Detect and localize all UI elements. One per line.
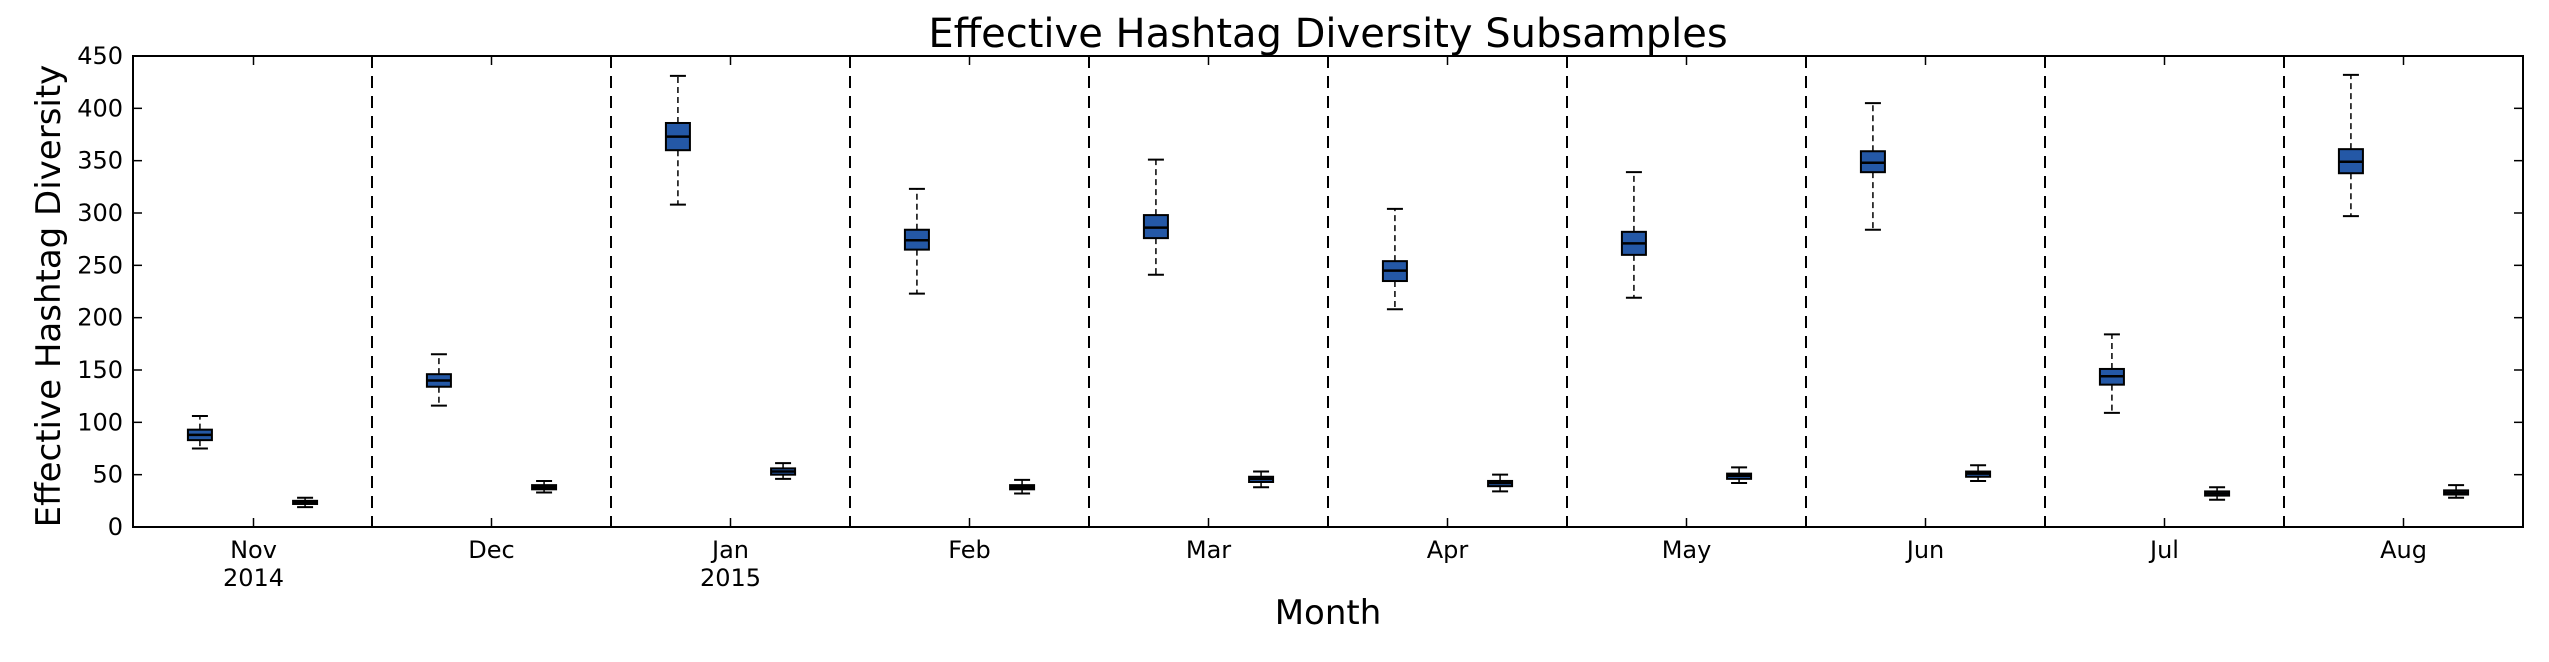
x-tick-label: Dec — [468, 536, 514, 564]
x-axis-label: Month — [1275, 593, 1382, 633]
x-tick-label: Jan — [710, 536, 749, 564]
y-tick-label: 0 — [108, 513, 123, 541]
y-tick-label: 250 — [77, 251, 123, 279]
x-tick-label: Mar — [1186, 536, 1231, 564]
x-tick-label: May — [1662, 536, 1712, 564]
x-tick-label: Nov — [230, 536, 277, 564]
x-tick-label: Feb — [948, 536, 991, 564]
y-tick-label: 400 — [77, 94, 123, 122]
y-tick-label: 350 — [77, 147, 123, 175]
y-tick-label: 200 — [77, 304, 123, 332]
y-tick-label: 50 — [92, 461, 123, 489]
x-tick-label: Aug — [2380, 536, 2427, 564]
chart-title: Effective Hashtag Diversity Subsamples — [928, 11, 1727, 57]
y-tick-label: 150 — [77, 356, 123, 384]
x-tick-label: Apr — [1427, 536, 1469, 564]
x-tick-label: Jun — [1905, 536, 1945, 564]
x-tick-sublabel: 2015 — [700, 564, 761, 592]
y-tick-label: 300 — [77, 199, 123, 227]
x-tick-sublabel: 2014 — [223, 564, 284, 592]
y-tick-label: 450 — [77, 42, 123, 70]
y-axis-label: Effective Hashtag Diversity — [29, 65, 69, 528]
x-tick-label: Jul — [2148, 536, 2179, 564]
y-tick-label: 100 — [77, 408, 123, 436]
